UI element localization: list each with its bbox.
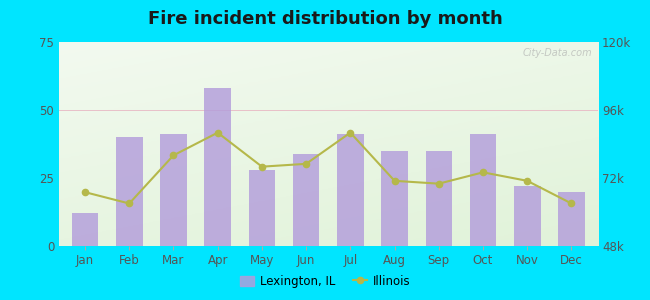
Bar [337,134,363,246]
Text: City-Data.com: City-Data.com [523,48,593,58]
Bar [72,213,98,246]
Bar [558,192,585,246]
Bar [160,134,187,246]
Legend: Lexington, IL, Illinois: Lexington, IL, Illinois [235,270,415,292]
Bar [382,151,408,246]
Bar [426,151,452,246]
Bar [293,154,319,246]
Bar [249,170,275,246]
Bar [470,134,497,246]
Text: Fire incident distribution by month: Fire incident distribution by month [148,11,502,28]
Bar [205,88,231,246]
Bar [514,186,541,246]
Bar [116,137,142,246]
